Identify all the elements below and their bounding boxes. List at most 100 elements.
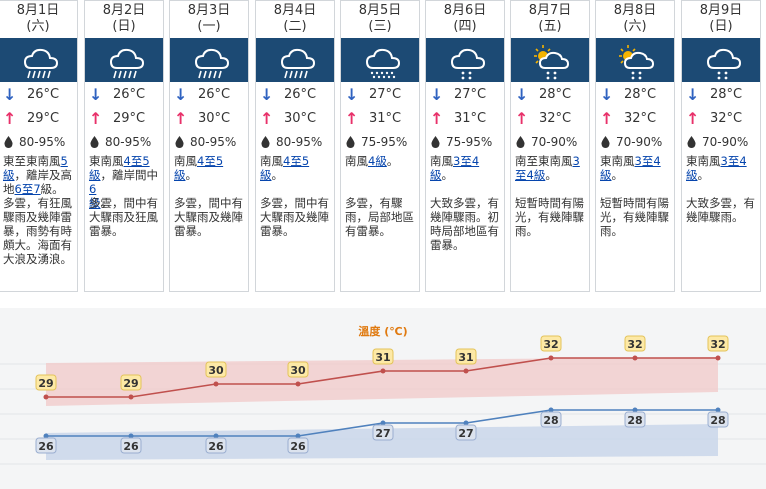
max-temp: 31°C [454,110,487,126]
beaufort-link[interactable]: 4至5 [197,154,224,168]
wind-text-part: ，離岸間中 [100,168,159,182]
min-temp: 26°C [284,86,317,102]
temp-label-box [205,437,227,454]
beaufort-link[interactable]: 4 [368,154,376,168]
low-temp-label: 26 [123,440,139,453]
humidity-row: 70-90% [511,130,589,154]
beaufort-link[interactable]: 4至5 [283,154,310,168]
down-arrow-icon: ↓ [600,84,614,104]
forecast-card: 8月4日 (二) ↓ 26°C ↑ 30°C 80-95% 南風4至5 級。 多雲，間中有大驟雨及… [255,0,335,292]
temp-label-box [540,335,562,352]
humidity-range: 80-95% [190,135,237,149]
beaufort-link[interactable]: 6至7 [14,182,41,196]
beaufort-link[interactable]: 級 [89,168,101,182]
wind-text-part: 。 [611,168,624,182]
forecast-description: 多雲，間中有大驟雨及幾陣雷暴。 [174,196,243,238]
beaufort-link[interactable]: 3至4 [720,154,747,168]
weather-icon-band [85,38,163,82]
high-temp-label: 30 [290,364,306,377]
up-arrow-icon: ↑ [600,108,614,128]
beaufort-link[interactable]: 級 [430,168,442,182]
forecast-description: 多雲，間中有大驟雨及狂風雷暴。 [89,196,158,238]
wind-text-part: 。 [386,154,399,168]
humidity-row: 80-95% [170,130,248,154]
humidity-range: 80-95% [105,135,152,149]
weekday-label: (日) [112,19,136,34]
temp-label-box [120,437,142,454]
humidity-drop-icon [431,136,440,148]
high-temp-point [715,355,721,361]
beaufort-link[interactable]: 級 [89,196,101,210]
card-header: 8月7日 (五) [511,1,589,38]
down-arrow-icon: ↓ [260,84,274,104]
beaufort-link[interactable]: 級 [174,168,186,182]
beaufort-link[interactable]: 級 [600,168,612,182]
min-temp: 28°C [624,86,657,102]
low-temp-label: 26 [208,440,224,453]
up-arrow-icon: ↑ [430,108,444,128]
temp-label-box [707,335,729,352]
wind-text-part: 南風 [430,154,453,168]
beaufort-link[interactable]: 至4級 [515,168,546,182]
humidity-drop-icon [4,136,13,148]
wind-text-part: 。 [271,168,284,182]
beaufort-link[interactable]: 5 [60,154,68,168]
humidity-range: 70-90% [616,135,663,149]
beaufort-link[interactable]: 3至4 [453,154,480,168]
beaufort-link[interactable]: 3 [572,154,580,168]
weekday-label: (六) [623,19,647,34]
high-temp-point [295,381,301,387]
forecast-card: 8月1日 (六) ↓ 26°C ↑ 29°C 80-95% 東至東南風5 級，離岸及高地6至7級… [0,0,78,292]
card-header: 8月1日 (六) [0,1,77,38]
weekday-label: (二) [283,19,307,34]
forecast-description: 多雲，間中有大驟雨及幾陣雷暴。 [260,196,329,238]
beaufort-link[interactable]: 級 [686,168,698,182]
weekday-label: (五) [538,19,562,34]
forecast-card: 8月6日 (四) ↓ 27°C ↑ 31°C 75-95% 南風3至4 級。 大致多雲，有幾陣驟雨… [425,0,505,292]
max-temp: 30°C [198,110,231,126]
date-label: 8月4日 [273,3,317,18]
humidity-row: 80-95% [85,130,163,154]
max-temp: 29°C [113,110,146,126]
down-arrow-icon: ↓ [174,84,188,104]
temp-label-box [120,374,142,391]
weather-icon-band [682,38,760,82]
wind-text: 東南風4至5 級，離岸間中6 級。 [85,154,163,210]
forecast-card: 8月2日 (日) ↓ 26°C ↑ 29°C 80-95% 東南風4至5 級，離岸間中6 級。 多雲… [84,0,164,292]
weather-icon-band [596,38,674,82]
min-temp-row: ↓ 26°C [170,82,248,106]
weather-icon-band [170,38,248,82]
beaufort-link[interactable]: 級 [375,154,387,168]
beaufort-link[interactable]: 6 [89,182,97,196]
weekday-label: (六) [26,19,50,34]
max-temp: 32°C [710,110,743,126]
wind-text-part: 東南風 [89,154,124,168]
card-header: 8月8日 (六) [596,1,674,38]
temp-label-box [540,411,562,428]
low-temp-label: 28 [627,414,642,427]
temp-label-box [205,361,227,378]
down-arrow-icon: ↓ [430,84,444,104]
wind-text-part: 東至東南風 [3,154,61,168]
low-temp-point [43,433,49,439]
card-header: 8月5日 (三) [341,1,419,38]
wind-text-part: ，離岸及高地 [3,168,72,196]
temp-label-box [372,424,394,441]
temp-label-box [707,411,729,428]
humidity-drop-icon [516,136,525,148]
humidity-drop-icon [175,136,184,148]
temp-label-box [35,374,57,391]
down-arrow-icon: ↓ [3,84,17,104]
forecast-description: 大致多雲，有幾陣驟雨。初時局部地區有雷暴。 [430,196,499,252]
high-temp-point [43,394,49,400]
beaufort-link[interactable]: 級 [260,168,272,182]
min-temp-row: ↓ 27°C [341,82,419,106]
down-arrow-icon: ↓ [686,84,700,104]
humidity-row: 80-95% [0,130,77,154]
wind-text: 南風4至5 級。 [170,154,248,196]
temp-label-box [372,348,394,365]
beaufort-link[interactable]: 3至4 [634,154,661,168]
beaufort-link[interactable]: 級 [3,168,15,182]
temperature-chart: 溫度 (℃) 29 29 30 30 31 31 32 32 32 26 26 26 26 27 27 28 28… [0,324,766,465]
beaufort-link[interactable]: 4至5 [123,154,150,168]
